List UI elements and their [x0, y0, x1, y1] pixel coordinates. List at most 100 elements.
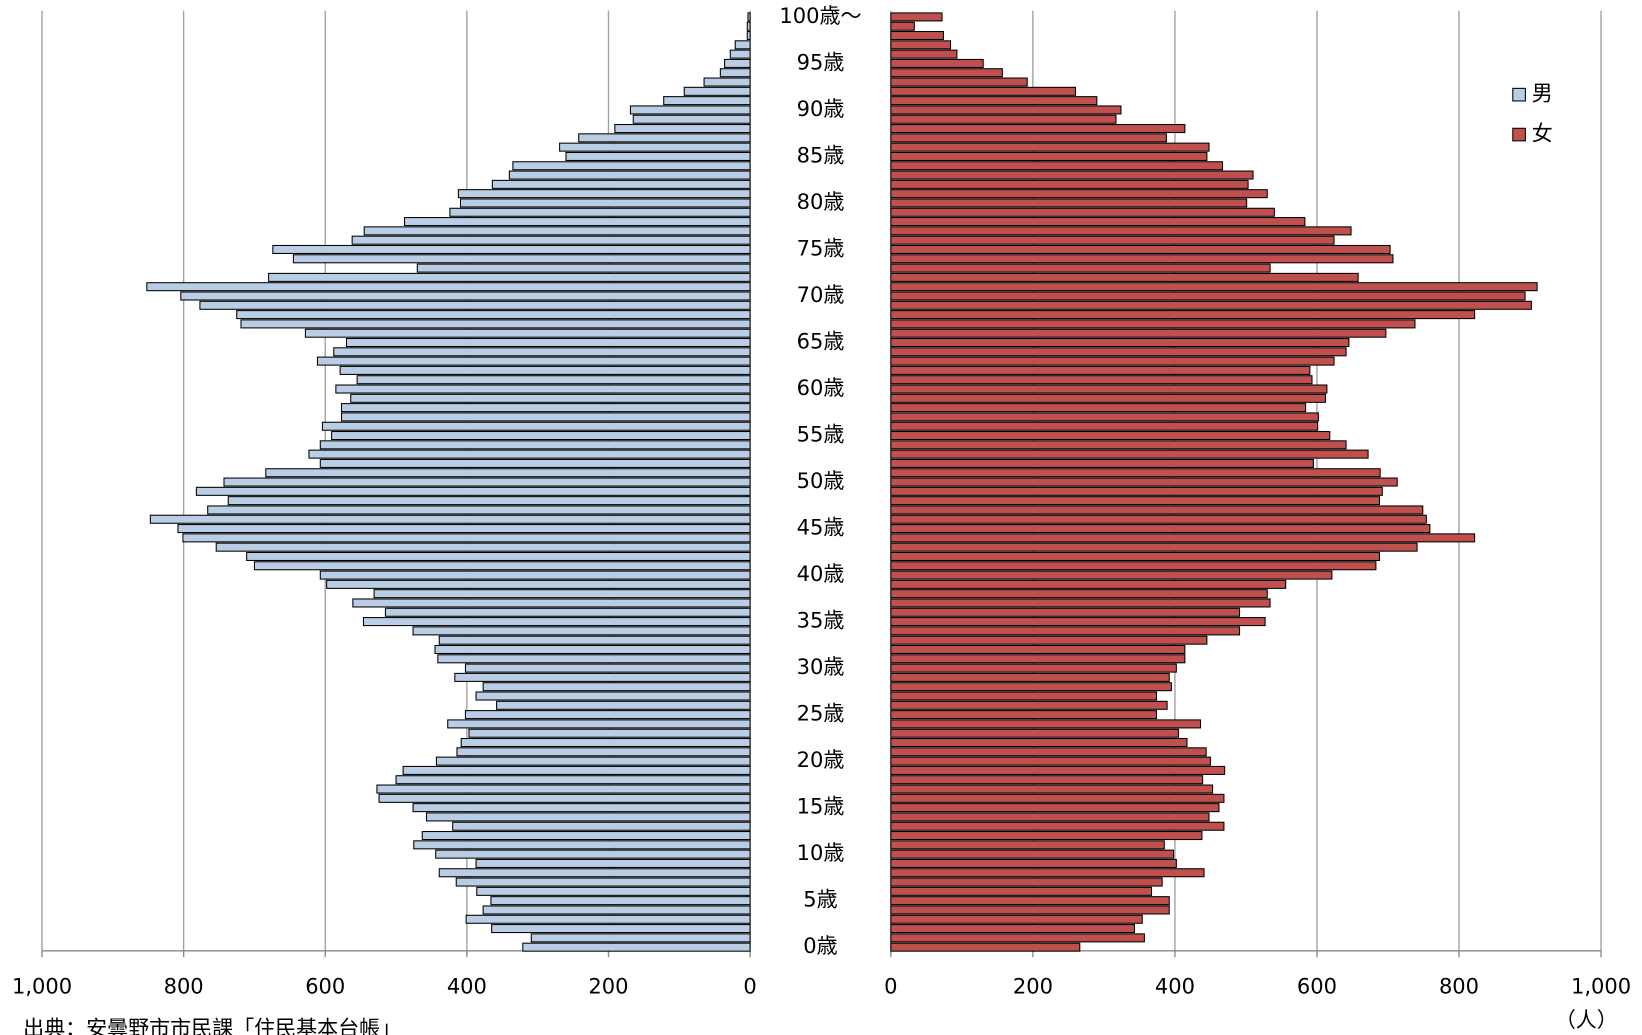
bar: [452, 821, 751, 831]
bar: [319, 458, 751, 468]
bar: [384, 607, 751, 617]
bar: [890, 570, 1333, 580]
age-label: 60歳: [797, 375, 845, 400]
bar: [890, 105, 1122, 115]
bar: [227, 496, 751, 506]
bar: [890, 161, 1224, 171]
bar: [890, 468, 1381, 478]
bar: [890, 170, 1254, 180]
bar: [435, 849, 751, 859]
age-label: 50歳: [797, 468, 845, 493]
bar: [352, 598, 751, 608]
bar: [890, 114, 1117, 124]
bar: [890, 840, 1165, 850]
bar: [437, 654, 751, 664]
bar: [890, 672, 1170, 682]
x-tick-label: 1,000: [12, 974, 72, 999]
bar: [339, 365, 751, 375]
bar: [719, 68, 751, 78]
bar: [890, 179, 1249, 189]
bar: [438, 868, 751, 878]
bar: [456, 747, 751, 757]
x-tick-label: 600: [1297, 974, 1337, 999]
bar: [890, 914, 1143, 924]
bar: [890, 133, 1167, 143]
bar: [464, 710, 751, 720]
bar: [890, 458, 1314, 468]
bar: [890, 737, 1188, 748]
bar: [890, 710, 1157, 720]
age-label: 80歳: [797, 189, 845, 214]
age-label: 35歳: [797, 608, 845, 633]
bar: [335, 384, 751, 394]
bar: [373, 589, 751, 599]
x-tick-label: 600: [305, 974, 345, 999]
bar: [890, 421, 1319, 431]
bar: [402, 765, 751, 775]
bar: [890, 440, 1347, 450]
bar: [890, 765, 1226, 775]
bar: [890, 607, 1241, 617]
bar: [459, 198, 751, 208]
bar: [890, 30, 944, 41]
bar: [890, 12, 943, 22]
bar: [425, 812, 751, 822]
bar: [890, 775, 1204, 785]
bar: [378, 793, 751, 803]
age-label: 15歳: [797, 794, 845, 819]
bar: [890, 533, 1476, 543]
bar: [890, 49, 958, 59]
bar: [890, 477, 1398, 487]
bar: [703, 77, 751, 87]
bar: [890, 189, 1268, 199]
bar: [890, 654, 1186, 664]
bar: [890, 821, 1225, 831]
bar: [454, 672, 751, 682]
bar: [434, 644, 751, 655]
bar: [412, 626, 751, 636]
bar: [629, 105, 751, 115]
bar: [890, 942, 1081, 952]
bar: [890, 244, 1391, 255]
bar: [890, 272, 1359, 282]
bar: [890, 217, 1306, 227]
bar: [890, 561, 1377, 571]
bar: [890, 579, 1287, 589]
bar: [149, 514, 751, 524]
bar: [246, 551, 751, 561]
bar: [890, 226, 1352, 236]
bar: [890, 86, 1077, 96]
bar: [890, 375, 1313, 385]
bar: [265, 468, 751, 478]
bar: [304, 328, 751, 338]
age-label: 90歳: [797, 96, 845, 121]
bar: [890, 40, 952, 50]
bar: [421, 831, 751, 841]
bar: [663, 96, 751, 106]
bar: [890, 151, 1208, 161]
bar: [482, 905, 751, 915]
legend-swatch: [1512, 127, 1526, 142]
bar: [376, 784, 751, 794]
legend-label: 女: [1532, 121, 1553, 146]
age-label: 25歳: [797, 701, 845, 726]
bar: [746, 21, 751, 31]
bar: [578, 133, 751, 143]
bar: [449, 207, 751, 217]
x-tick-label: 200: [588, 974, 628, 999]
bar: [476, 886, 751, 896]
bar: [890, 598, 1271, 608]
bar: [195, 486, 751, 496]
bar: [464, 663, 751, 673]
bar: [890, 300, 1532, 310]
bar: [565, 151, 751, 161]
bar: [491, 924, 751, 934]
bar: [890, 254, 1394, 264]
bar: [508, 170, 751, 180]
bar: [321, 421, 751, 431]
bar: [683, 86, 751, 96]
age-label: 95歳: [797, 49, 845, 74]
bar: [316, 356, 751, 366]
bar: [890, 505, 1424, 515]
bar: [890, 142, 1210, 152]
